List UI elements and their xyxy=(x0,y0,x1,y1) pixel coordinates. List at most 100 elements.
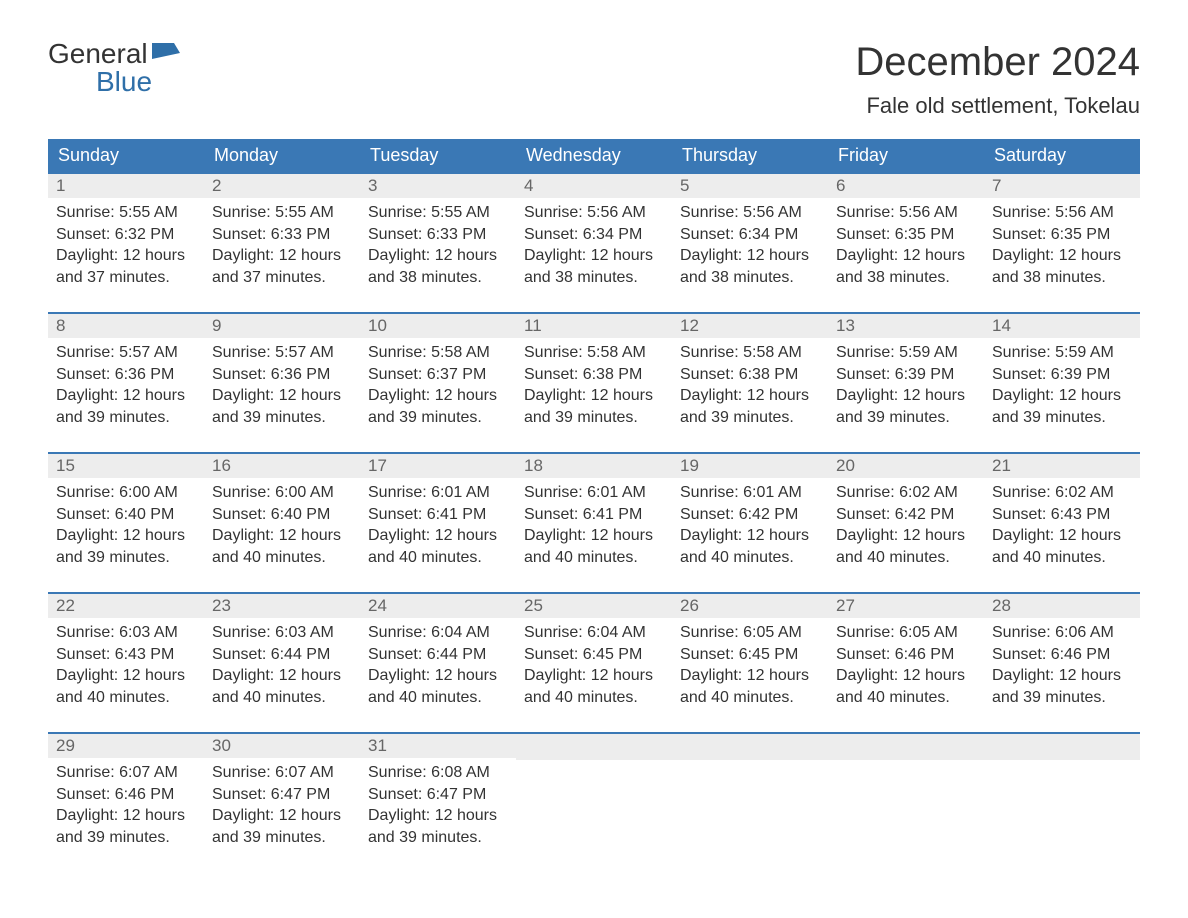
daylight-line: Daylight: 12 hours and 39 minutes. xyxy=(212,385,352,428)
calendar-day-cell: 6Sunrise: 5:56 AMSunset: 6:35 PMDaylight… xyxy=(828,172,984,312)
calendar-day-cell: 24Sunrise: 6:04 AMSunset: 6:44 PMDayligh… xyxy=(360,592,516,732)
daylight-line: Daylight: 12 hours and 39 minutes. xyxy=(56,805,196,848)
daylight-line: Daylight: 12 hours and 40 minutes. xyxy=(680,525,820,568)
calendar-day-cell: 22Sunrise: 6:03 AMSunset: 6:43 PMDayligh… xyxy=(48,592,204,732)
logo-text-blue: Blue xyxy=(48,68,180,96)
calendar-day-cell: 12Sunrise: 5:58 AMSunset: 6:38 PMDayligh… xyxy=(672,312,828,452)
daylight-line: Daylight: 12 hours and 40 minutes. xyxy=(368,525,508,568)
calendar-day-cell: 10Sunrise: 5:58 AMSunset: 6:37 PMDayligh… xyxy=(360,312,516,452)
daylight-line: Daylight: 12 hours and 39 minutes. xyxy=(524,385,664,428)
calendar-day-cell: 17Sunrise: 6:01 AMSunset: 6:41 PMDayligh… xyxy=(360,452,516,592)
calendar-week-row: 1Sunrise: 5:55 AMSunset: 6:32 PMDaylight… xyxy=(48,172,1140,312)
calendar-day-cell xyxy=(672,732,828,872)
daylight-line: Daylight: 12 hours and 40 minutes. xyxy=(56,665,196,708)
day-number: 19 xyxy=(672,452,828,478)
sunrise-line: Sunrise: 6:01 AM xyxy=(368,482,508,504)
calendar-day-cell: 25 Sunrise: 6:04 AMSunset: 6:45 PMDayligh… xyxy=(516,592,672,732)
day-number: 9 xyxy=(204,312,360,338)
day-number: 25 xyxy=(516,592,672,618)
calendar-day-cell: 23Sunrise: 6:03 AMSunset: 6:44 PMDayligh… xyxy=(204,592,360,732)
day-content: Sunrise: 6:08 AMSunset: 6:47 PMDaylight:… xyxy=(360,758,516,860)
empty-day-header xyxy=(672,732,828,760)
calendar-day-cell: 11Sunrise: 5:58 AMSunset: 6:38 PMDayligh… xyxy=(516,312,672,452)
weekday-header: Tuesday xyxy=(360,139,516,172)
day-number: 27 xyxy=(828,592,984,618)
calendar-table: SundayMondayTuesdayWednesdayThursdayFrid… xyxy=(48,139,1140,872)
sunset-line: Sunset: 6:36 PM xyxy=(56,364,196,386)
sunrise-line: Sunrise: 6:07 AM xyxy=(212,762,352,784)
calendar-day-cell: 18Sunrise: 6:01 AMSunset: 6:41 PMDayligh… xyxy=(516,452,672,592)
day-content: Sunrise: 5:59 AMSunset: 6:39 PMDaylight:… xyxy=(984,338,1140,440)
calendar-week-row: 8Sunrise: 5:57 AMSunset: 6:36 PMDaylight… xyxy=(48,312,1140,452)
sunrise-line: Sunrise: 6:05 AM xyxy=(680,622,820,644)
sunrise-line: Sunrise: 5:57 AM xyxy=(56,342,196,364)
daylight-line: Daylight: 12 hours and 40 minutes. xyxy=(212,525,352,568)
day-content: Sunrise: 6:07 AMSunset: 6:47 PMDaylight:… xyxy=(204,758,360,860)
calendar-day-cell xyxy=(828,732,984,872)
day-content: Sunrise: 5:56 AMSunset: 6:35 PMDaylight:… xyxy=(828,198,984,300)
daylight-line: Daylight: 12 hours and 37 minutes. xyxy=(212,245,352,288)
calendar-day-cell: 29Sunrise: 6:07 AMSunset: 6:46 PMDayligh… xyxy=(48,732,204,872)
day-content: Sunrise: 6:01 AMSunset: 6:41 PMDaylight:… xyxy=(360,478,516,580)
day-number: 21 xyxy=(984,452,1140,478)
calendar-day-cell: 28Sunrise: 6:06 AMSunset: 6:46 PMDayligh… xyxy=(984,592,1140,732)
day-number: 7 xyxy=(984,172,1140,198)
day-content: Sunrise: 6:05 AMSunset: 6:45 PMDaylight:… xyxy=(672,618,828,720)
sunset-line: Sunset: 6:33 PM xyxy=(368,224,508,246)
weekday-header: Thursday xyxy=(672,139,828,172)
daylight-line: Daylight: 12 hours and 40 minutes. xyxy=(680,665,820,708)
page-header: General Blue December 2024 Fale old sett… xyxy=(48,40,1140,119)
day-content: Sunrise: 5:58 AMSunset: 6:37 PMDaylight:… xyxy=(360,338,516,440)
sunset-line: Sunset: 6:38 PM xyxy=(680,364,820,386)
day-number: 22 xyxy=(48,592,204,618)
day-content: Sunrise: 5:56 AMSunset: 6:35 PMDaylight:… xyxy=(984,198,1140,300)
sunset-line: Sunset: 6:46 PM xyxy=(836,644,976,666)
day-number: 1 xyxy=(48,172,204,198)
calendar-day-cell: 13Sunrise: 5:59 AMSunset: 6:39 PMDayligh… xyxy=(828,312,984,452)
day-content: Sunrise: 6:04 AMSunset: 6:44 PMDaylight:… xyxy=(360,618,516,720)
sunrise-line: Sunrise: 6:05 AM xyxy=(836,622,976,644)
day-number: 28 xyxy=(984,592,1140,618)
day-content: Sunrise: 6:01 AMSunset: 6:42 PMDaylight:… xyxy=(672,478,828,580)
sunrise-line: Sunrise: 5:59 AM xyxy=(992,342,1132,364)
sunset-line: Sunset: 6:36 PM xyxy=(212,364,352,386)
sunrise-line: Sunrise: 6:01 AM xyxy=(680,482,820,504)
day-content: Sunrise: 5:57 AMSunset: 6:36 PMDaylight:… xyxy=(48,338,204,440)
logo-text-general: General xyxy=(48,40,148,68)
weekday-header: Monday xyxy=(204,139,360,172)
daylight-line: Daylight: 12 hours and 39 minutes. xyxy=(680,385,820,428)
day-number: 30 xyxy=(204,732,360,758)
sunset-line: Sunset: 6:46 PM xyxy=(56,784,196,806)
day-number: 31 xyxy=(360,732,516,758)
day-content: Sunrise: 5:55 AMSunset: 6:33 PMDaylight:… xyxy=(360,198,516,300)
daylight-line: Daylight: 12 hours and 39 minutes. xyxy=(368,385,508,428)
day-content: Sunrise: 6:07 AMSunset: 6:46 PMDaylight:… xyxy=(48,758,204,860)
day-number: 18 xyxy=(516,452,672,478)
sunrise-line: Sunrise: 6:04 AM xyxy=(524,622,664,644)
day-number: 29 xyxy=(48,732,204,758)
sunset-line: Sunset: 6:46 PM xyxy=(992,644,1132,666)
calendar-day-cell: 16Sunrise: 6:00 AMSunset: 6:40 PMDayligh… xyxy=(204,452,360,592)
day-number: 20 xyxy=(828,452,984,478)
sunset-line: Sunset: 6:40 PM xyxy=(56,504,196,526)
sunrise-line: Sunrise: 5:58 AM xyxy=(524,342,664,364)
sunset-line: Sunset: 6:45 PM xyxy=(524,644,664,666)
sunset-line: Sunset: 6:34 PM xyxy=(680,224,820,246)
daylight-line: Daylight: 12 hours and 40 minutes. xyxy=(524,665,664,708)
daylight-line: Daylight: 12 hours and 40 minutes. xyxy=(992,525,1132,568)
sunset-line: Sunset: 6:32 PM xyxy=(56,224,196,246)
day-number: 2 xyxy=(204,172,360,198)
sunset-line: Sunset: 6:42 PM xyxy=(836,504,976,526)
sunset-line: Sunset: 6:39 PM xyxy=(836,364,976,386)
calendar-day-cell: 21Sunrise: 6:02 AMSunset: 6:43 PMDayligh… xyxy=(984,452,1140,592)
daylight-line: Daylight: 12 hours and 40 minutes. xyxy=(836,665,976,708)
calendar-week-row: 15Sunrise: 6:00 AMSunset: 6:40 PMDayligh… xyxy=(48,452,1140,592)
sunrise-line: Sunrise: 5:56 AM xyxy=(680,202,820,224)
sunset-line: Sunset: 6:43 PM xyxy=(992,504,1132,526)
sunrise-line: Sunrise: 5:59 AM xyxy=(836,342,976,364)
sunrise-line: Sunrise: 6:00 AM xyxy=(56,482,196,504)
day-content: Sunrise: 6:00 AMSunset: 6:40 PMDaylight:… xyxy=(204,478,360,580)
daylight-line: Daylight: 12 hours and 38 minutes. xyxy=(836,245,976,288)
calendar-day-cell: 15Sunrise: 6:00 AMSunset: 6:40 PMDayligh… xyxy=(48,452,204,592)
sunrise-line: Sunrise: 6:08 AM xyxy=(368,762,508,784)
